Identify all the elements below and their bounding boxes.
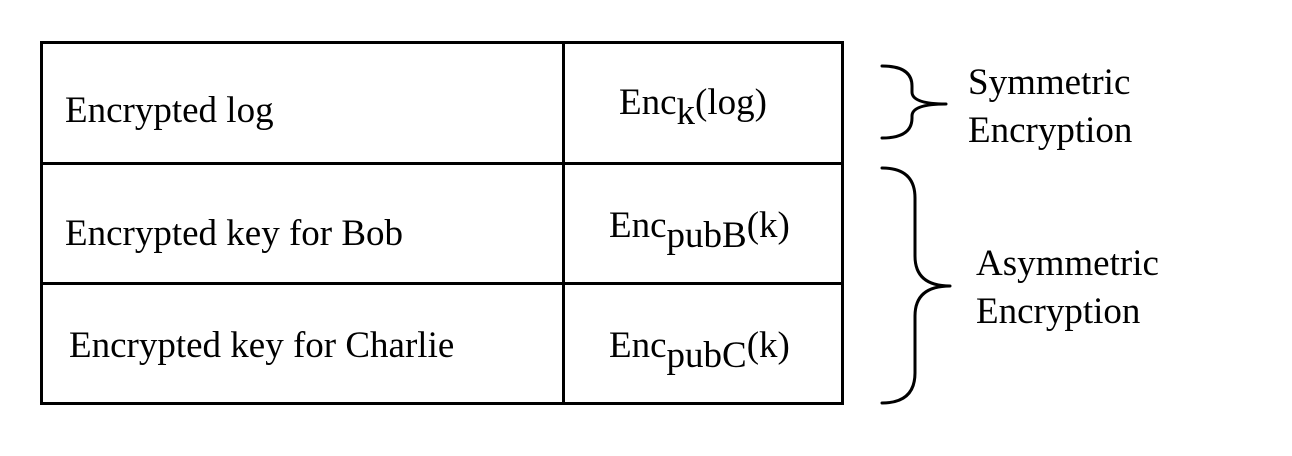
row-key-charlie-formula: EncpubC(k) (609, 325, 790, 374)
formula-prefix: Enc (619, 82, 677, 123)
row-key-bob-label: Encrypted key for Bob (65, 213, 404, 254)
formula-argument: (k) (746, 325, 790, 366)
symmetric-label-line2: Encryption (968, 110, 1133, 151)
row-key-charlie-label: Encrypted key for Charlie (69, 325, 455, 366)
formula-subscript: pubB (666, 215, 747, 256)
formula-prefix: Enc (609, 205, 667, 246)
formula-argument: (log) (695, 82, 767, 123)
formula-subscript: pubC (666, 335, 747, 376)
asymmetric-label-line2: Encryption (976, 291, 1141, 332)
row-encrypted-log-label: Encrypted log (65, 90, 274, 131)
row-encrypted-log-formula: Enck(log) (619, 82, 767, 131)
formula-prefix: Enc (609, 325, 667, 366)
formula-argument: (k) (746, 205, 790, 246)
formula-subscript: k (676, 92, 696, 133)
symmetric-label-line1: Symmetric (968, 62, 1131, 103)
asymmetric-brace-icon (880, 166, 952, 405)
row-divider-1 (43, 162, 841, 165)
row-divider-2 (43, 282, 841, 285)
row-key-bob-formula: EncpubB(k) (609, 205, 790, 254)
symmetric-brace-icon (880, 64, 948, 140)
column-divider (562, 44, 565, 402)
symmetric-encryption-label: Symmetric Encryption (968, 59, 1132, 155)
asymmetric-label-line1: Asymmetric (976, 243, 1159, 284)
encryption-table: Encrypted log Enck(log) Encrypted key fo… (40, 41, 844, 405)
asymmetric-encryption-label: Asymmetric Encryption (976, 240, 1159, 336)
